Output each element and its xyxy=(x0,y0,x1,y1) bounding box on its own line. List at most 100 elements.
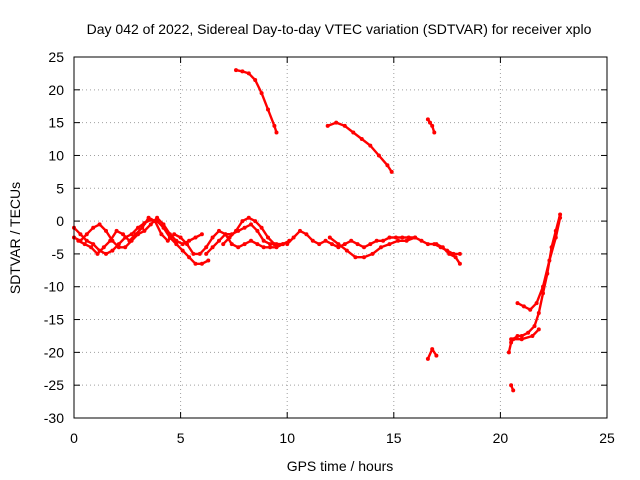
data-point xyxy=(374,238,379,243)
data-point xyxy=(206,258,211,263)
data-point xyxy=(97,222,102,227)
data-point xyxy=(240,69,245,74)
data-point xyxy=(191,251,196,256)
data-point xyxy=(148,222,153,227)
series-track-e xyxy=(221,216,276,246)
data-point xyxy=(532,324,537,329)
data-point xyxy=(255,242,260,247)
data-point xyxy=(249,222,253,227)
x-tick-label: 15 xyxy=(386,430,402,446)
data-point xyxy=(368,242,373,247)
data-point xyxy=(229,242,234,247)
data-point xyxy=(430,123,435,128)
data-point xyxy=(515,334,520,338)
data-point xyxy=(121,232,125,237)
data-point xyxy=(210,235,215,240)
data-point xyxy=(274,245,279,250)
data-point xyxy=(240,219,245,224)
y-tick-label: 25 xyxy=(48,49,64,65)
data-point xyxy=(541,284,545,289)
data-point xyxy=(91,242,96,247)
data-point xyxy=(274,130,279,135)
data-point xyxy=(344,248,349,253)
data-point xyxy=(246,215,251,220)
data-point xyxy=(236,245,241,250)
data-point xyxy=(91,225,96,230)
data-point xyxy=(453,255,458,260)
y-tick-label: -5 xyxy=(52,246,65,262)
data-point xyxy=(370,251,375,256)
data-point xyxy=(291,235,296,240)
data-point xyxy=(536,327,541,332)
data-point xyxy=(101,245,106,250)
data-point xyxy=(249,238,253,243)
data-point xyxy=(509,340,514,345)
data-point xyxy=(355,242,360,247)
data-point xyxy=(509,337,514,342)
data-point xyxy=(178,235,183,240)
series-track-a xyxy=(72,218,210,265)
y-tick-label: 15 xyxy=(48,115,64,131)
data-point xyxy=(317,242,322,247)
data-point xyxy=(133,232,138,237)
series-arc-2 xyxy=(326,121,393,174)
x-axis-label: GPS time / hours xyxy=(287,458,394,474)
data-point xyxy=(336,242,341,247)
data-point xyxy=(82,242,87,247)
data-point xyxy=(387,235,392,240)
data-point xyxy=(430,347,435,352)
data-point xyxy=(268,242,273,247)
data-point xyxy=(187,255,192,260)
x-tick-label: 10 xyxy=(279,430,295,446)
data-point xyxy=(385,163,390,168)
data-point xyxy=(253,78,258,82)
data-point xyxy=(404,238,409,243)
x-tick-label: 5 xyxy=(177,430,185,446)
data-point xyxy=(142,228,147,233)
data-point xyxy=(351,130,356,135)
data-point xyxy=(362,245,366,250)
data-point xyxy=(127,238,132,243)
data-point xyxy=(204,245,209,250)
data-point xyxy=(266,235,270,240)
data-point xyxy=(419,238,424,243)
y-tick-label: -30 xyxy=(44,410,64,426)
y-tick-label: 20 xyxy=(48,82,64,98)
y-tick-labels: -30 -25 -20 -15 -10 -5 0 5 10 15 20 25 xyxy=(44,49,64,426)
data-point xyxy=(116,245,121,250)
data-point xyxy=(526,330,531,335)
data-point xyxy=(153,219,157,224)
data-point xyxy=(511,388,516,393)
data-point xyxy=(376,153,381,158)
data-point xyxy=(123,245,128,250)
data-point xyxy=(393,235,398,240)
data-point xyxy=(434,242,439,247)
data-point xyxy=(259,91,264,96)
data-point xyxy=(187,238,192,243)
data-point xyxy=(167,232,172,237)
series-arc-6 xyxy=(507,213,562,354)
y-tick-label: -25 xyxy=(44,377,64,393)
data-point xyxy=(413,235,418,240)
data-point xyxy=(140,225,145,230)
x-tick-labels: 0 5 10 15 20 25 xyxy=(70,430,615,446)
series-arc-7 xyxy=(516,216,562,311)
chart-title: Day 042 of 2022, Sidereal Day-to-day VTE… xyxy=(87,21,592,37)
data-point xyxy=(400,235,405,240)
data-point xyxy=(558,212,563,217)
x-tick-label: 0 xyxy=(70,430,78,446)
data-point xyxy=(110,248,115,253)
data-point xyxy=(114,228,119,233)
data-point xyxy=(255,228,260,233)
data-point xyxy=(104,251,108,256)
data-point xyxy=(155,215,160,220)
data-point xyxy=(136,225,140,230)
data-point xyxy=(272,123,277,128)
y-tick-label: 10 xyxy=(48,147,64,163)
axis-ticks xyxy=(73,56,608,419)
data-point xyxy=(457,261,462,266)
data-point xyxy=(259,225,264,230)
data-point xyxy=(199,261,204,266)
data-point xyxy=(558,215,563,220)
